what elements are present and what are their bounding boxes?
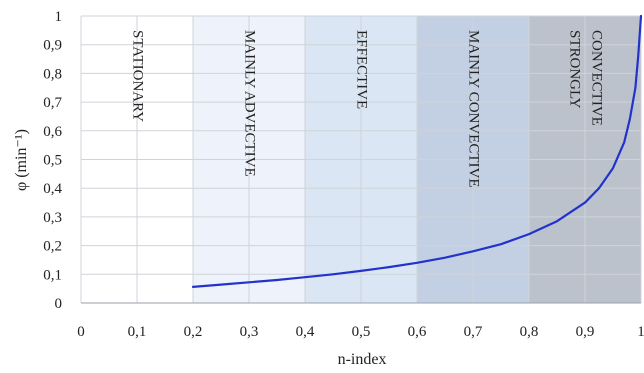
y-tick-label: 0,8 bbox=[43, 66, 62, 82]
x-axis-label: n-index bbox=[338, 351, 387, 368]
x-tick-label: 1 bbox=[637, 324, 644, 340]
x-tick-label: 0,7 bbox=[464, 324, 483, 340]
x-tick-label: 0 bbox=[77, 324, 85, 340]
y-tick-label: 0,7 bbox=[43, 95, 62, 111]
region-label-3: EFFECTIVE bbox=[354, 30, 370, 109]
y-tick-label: 0,1 bbox=[43, 267, 62, 283]
x-tick-label: 0,4 bbox=[296, 324, 315, 340]
region-label-1: STATIONARY bbox=[130, 30, 146, 122]
x-tick-label: 0,8 bbox=[520, 324, 539, 340]
y-tick-label: 0,4 bbox=[43, 181, 62, 197]
y-tick-label: 0,2 bbox=[43, 239, 62, 255]
x-tick-label: 0,3 bbox=[240, 324, 259, 340]
y-tick-label: 0,9 bbox=[43, 38, 62, 54]
x-tick-label: 0,9 bbox=[576, 324, 595, 340]
x-tick-label: 0,6 bbox=[408, 324, 427, 340]
tick-labels-layer: 0 0,1 0,2 0,3 0,4 0,5 0,6 0,7 0,8 0,9 1 0 0,1 0,2 0,3 0… bbox=[43, 9, 644, 340]
y-tick-label: 1 bbox=[55, 9, 63, 25]
y-tick-label: 0 bbox=[55, 296, 63, 312]
y-tick-label: 0,3 bbox=[43, 210, 62, 226]
grid-layer bbox=[80, 15, 642, 304]
y-tick-label: 0,6 bbox=[43, 124, 62, 140]
series-layer bbox=[191, 14, 643, 288]
region-label-4: MAINLY CONVECTIVE bbox=[466, 30, 482, 188]
series-line-1 bbox=[191, 14, 643, 288]
x-tick-label: 0,1 bbox=[128, 324, 147, 340]
x-tick-label: 0,2 bbox=[184, 324, 203, 340]
region-label-2: MAINLY ADVECTIVE bbox=[242, 30, 258, 177]
y-axis-label: φ (min⁻¹) bbox=[13, 129, 30, 191]
region-label-5: STRONGLY bbox=[567, 30, 583, 109]
y-tick-label: 0,5 bbox=[43, 153, 62, 169]
region-label-5: CONVECTIVE bbox=[589, 30, 605, 126]
region-labels-layer: STATIONARY MAINLY ADVECTIVE EFFECTIVE MAINL… bbox=[130, 30, 605, 188]
x-tick-label: 0,5 bbox=[352, 324, 371, 340]
